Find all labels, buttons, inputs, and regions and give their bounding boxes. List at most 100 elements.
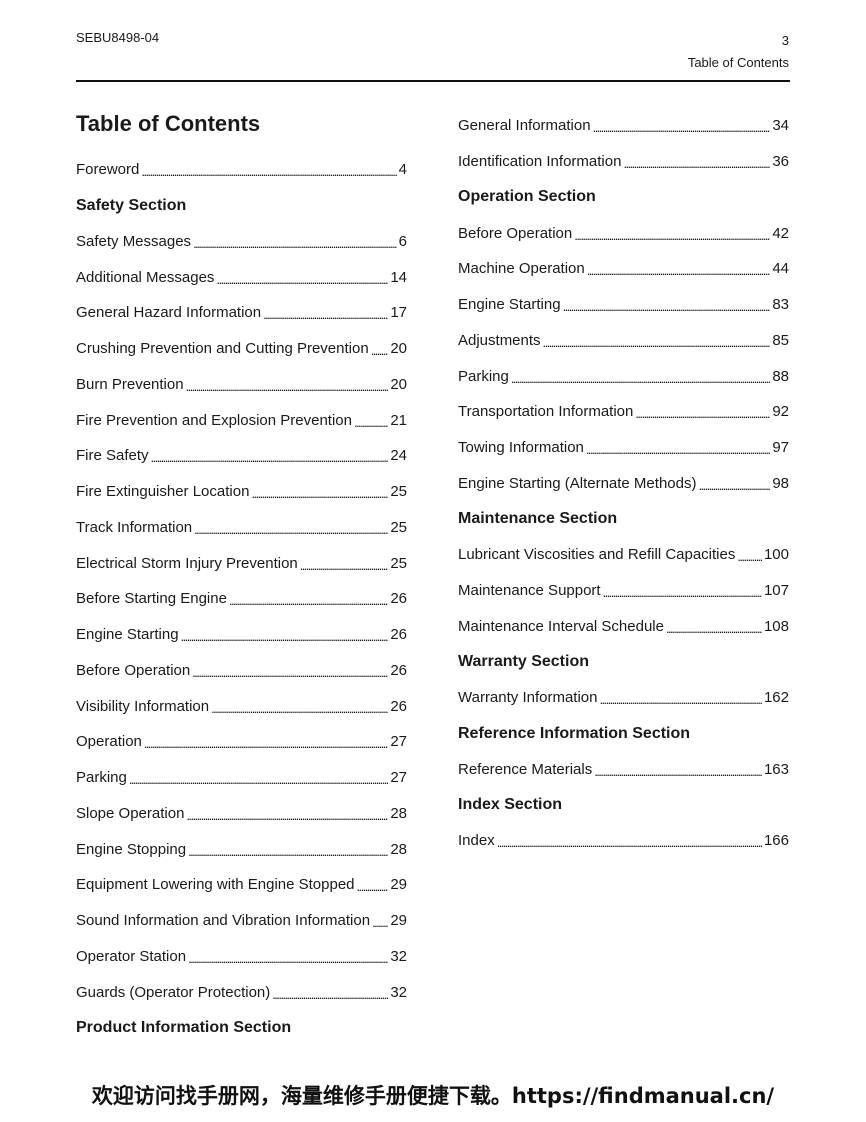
toc-entry-label: Parking: [76, 769, 127, 787]
toc-entry-page: 25: [390, 518, 407, 536]
toc-entry[interactable]: Operation 27: [76, 724, 407, 760]
toc-entry-page: 28: [390, 840, 407, 858]
toc-entry-page: 88: [772, 367, 789, 385]
toc-entry[interactable]: Guards (Operator Protection) 32: [76, 974, 407, 1010]
toc-entry-page: 92: [772, 403, 789, 421]
toc-entry[interactable]: Operator Station 32: [76, 939, 407, 975]
toc-entry-page: 25: [390, 483, 407, 501]
section-heading: Index Section: [458, 796, 563, 814]
toc-entry-page: 42: [772, 224, 789, 242]
dot-leader: [594, 763, 762, 780]
dot-leader: [357, 878, 389, 895]
toc-entry[interactable]: Maintenance Support 107: [458, 573, 789, 609]
dot-leader: [698, 477, 770, 494]
toc-entry-page: 162: [763, 689, 789, 707]
toc-entry-label: Engine Starting: [76, 626, 179, 644]
toc-entry[interactable]: Fire Extinguisher Location 25: [76, 474, 407, 510]
toc-entry-label: Machine Operation: [458, 260, 585, 278]
toc-entry[interactable]: Warranty Information 162: [458, 680, 789, 716]
toc-entry-label: Before Operation: [76, 661, 191, 679]
toc-entry[interactable]: Before Operation 26: [76, 653, 407, 689]
toc-entry-page: 26: [390, 661, 407, 679]
toc-entry-label: Slope Operation: [76, 804, 185, 822]
toc-entry[interactable]: Fire Safety 24: [76, 438, 407, 474]
toc-entry[interactable]: Slope Operation 28: [76, 796, 407, 832]
toc-entry[interactable]: Equipment Lowering with Engine Stopped 29: [76, 867, 407, 903]
toc-entry-label: Index: [458, 832, 495, 850]
toc-entry[interactable]: General Information 34: [458, 108, 789, 144]
toc-entry[interactable]: Machine Operation 44: [458, 251, 789, 287]
dot-leader: [371, 342, 389, 359]
dot-leader: [211, 700, 388, 717]
dot-leader: [511, 370, 770, 387]
toc-entry-page: 17: [390, 304, 407, 322]
toc-entry[interactable]: Track Information 25: [76, 510, 407, 546]
toc-entry-page: 163: [763, 760, 789, 778]
toc-entry-page: 29: [390, 876, 407, 894]
toc-entry[interactable]: Crushing Prevention and Cutting Preventi…: [76, 331, 407, 367]
toc-entry-label: Sound Information and Vibration Informat…: [76, 912, 371, 930]
toc-entry[interactable]: Fire Prevention and Explosion Prevention…: [76, 402, 407, 438]
toc-entry-page: 107: [763, 582, 789, 600]
toc-entry[interactable]: Sound Information and Vibration Informat…: [76, 903, 407, 939]
toc-entry[interactable]: Parking 88: [458, 358, 789, 394]
toc-entry-page: 14: [390, 268, 407, 286]
dot-leader: [194, 521, 388, 538]
toc-entry[interactable]: Identification Information 36: [458, 144, 789, 180]
toc-entry[interactable]: Visibility Information 26: [76, 688, 407, 724]
dot-leader: [181, 628, 389, 645]
toc-entry[interactable]: Index 166: [458, 823, 789, 859]
toc-entry[interactable]: Maintenance Interval Schedule 108: [458, 609, 789, 645]
toc-entry[interactable]: Reference Materials 163: [458, 752, 789, 788]
toc-entry-label: Guards (Operator Protection): [76, 983, 271, 1001]
dot-leader: [186, 807, 388, 824]
toc-entry-label: Equipment Lowering with Engine Stopped: [76, 876, 355, 894]
dot-leader: [151, 449, 389, 466]
toc-entry[interactable]: Burn Prevention 20: [76, 367, 407, 403]
toc-entry-label: Engine Stopping: [76, 840, 187, 858]
dot-leader: [354, 414, 388, 431]
toc-entry[interactable]: Engine Stopping 28: [76, 831, 407, 867]
dot-leader: [574, 227, 770, 244]
toc-entry[interactable]: Electrical Storm Injury Prevention 25: [76, 545, 407, 581]
toc-entry-page: 83: [772, 296, 789, 314]
toc-entry[interactable]: Parking 27: [76, 760, 407, 796]
toc-entry[interactable]: Engine Starting (Alternate Methods) 98: [458, 466, 789, 502]
dot-leader: [587, 262, 771, 279]
dot-leader: [635, 405, 770, 422]
toc-entry-page: 26: [390, 626, 407, 644]
toc-entry[interactable]: Before Starting Engine 26: [76, 581, 407, 617]
toc-entry[interactable]: Lubricant Viscosities and Refill Capacit…: [458, 537, 789, 573]
toc-left-column: Foreword 4 Safety Section Safety Messages 6 A…: [76, 152, 407, 1046]
toc-entry[interactable]: Adjustments 85: [458, 323, 789, 359]
dot-leader: [188, 950, 388, 967]
toc-entry[interactable]: Before Operation 42: [458, 215, 789, 251]
dot-leader: [372, 914, 388, 931]
page-number: 3: [781, 33, 789, 48]
dot-leader: [129, 771, 388, 788]
toc-entry-page: 26: [390, 697, 407, 715]
dot-leader: [141, 163, 396, 180]
toc-entry-label: Lubricant Viscosities and Refill Capacit…: [458, 546, 736, 564]
toc-entry[interactable]: Additional Messages 14: [76, 259, 407, 295]
toc-entry[interactable]: General Hazard Information 17: [76, 295, 407, 331]
toc-entry-page: 36: [772, 153, 789, 171]
header-section: Table of Contents: [687, 55, 789, 70]
document-id: SEBU8498-04: [76, 30, 160, 45]
section-heading: Safety Section: [76, 196, 187, 214]
dot-leader: [603, 584, 762, 601]
toc-entry[interactable]: Transportation Information 92: [458, 394, 789, 430]
toc-entry-label: Crushing Prevention and Cutting Preventi…: [76, 340, 369, 358]
section-heading: Product Information Section: [76, 1018, 292, 1036]
toc-entry[interactable]: Foreword 4: [76, 152, 407, 188]
toc-entry-label: Maintenance Support: [458, 582, 601, 600]
toc-entry[interactable]: Engine Starting 26: [76, 617, 407, 653]
toc-entry-page: 21: [390, 411, 407, 429]
toc-entry-label: Before Starting Engine: [76, 590, 227, 608]
toc-entry[interactable]: Engine Starting 83: [458, 287, 789, 323]
toc-entry-label: Engine Starting: [458, 296, 561, 314]
toc-entry[interactable]: Safety Messages 6: [76, 224, 407, 260]
toc-entry[interactable]: Towing Information 97: [458, 430, 789, 466]
toc-entry-page: 24: [390, 447, 407, 465]
dot-leader: [543, 334, 771, 351]
